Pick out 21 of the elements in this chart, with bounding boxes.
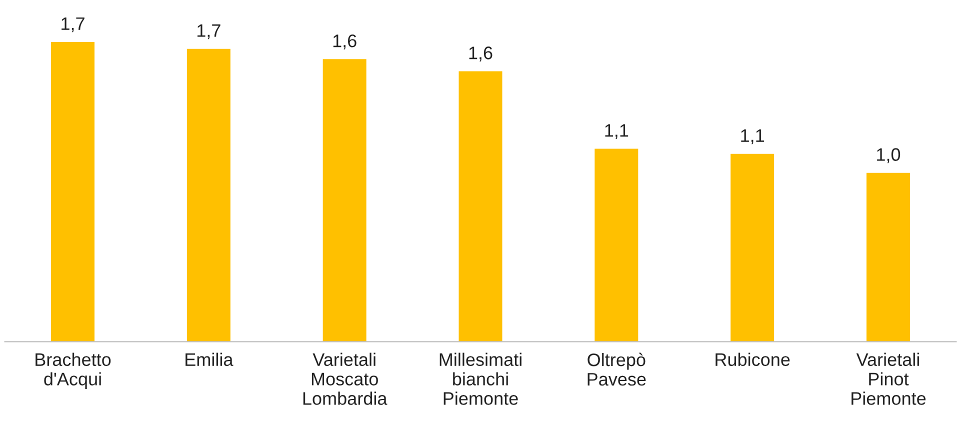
bar	[51, 42, 95, 342]
bar	[322, 59, 366, 342]
x-tick-label: Varietali Pinot Piemonte	[852, 352, 926, 405]
data-label: 1,7	[198, 24, 220, 40]
bar	[458, 71, 502, 342]
x-tick-label: Brachetto d'Acqui	[36, 352, 111, 390]
bar	[186, 48, 230, 342]
data-label: 1,1	[741, 129, 764, 144]
data-label: 1,6	[469, 46, 492, 62]
data-label: 1,0	[877, 148, 900, 164]
data-label: 1,1	[605, 124, 628, 139]
bar	[866, 172, 910, 342]
data-label: 1,7	[62, 17, 84, 32]
data-label: 1,6	[333, 34, 356, 50]
x-tick-label: Emilia	[186, 352, 234, 366]
bar	[594, 148, 638, 342]
bar	[730, 154, 774, 342]
x-tick-label: Rubicone	[716, 352, 790, 366]
x-tick-label: Varietali Moscato Lombardia	[303, 352, 388, 405]
x-tick-label: Millesimati bianchi Piemonte	[440, 352, 522, 405]
x-tick-label: Oltrepò Pavese	[588, 352, 646, 386]
